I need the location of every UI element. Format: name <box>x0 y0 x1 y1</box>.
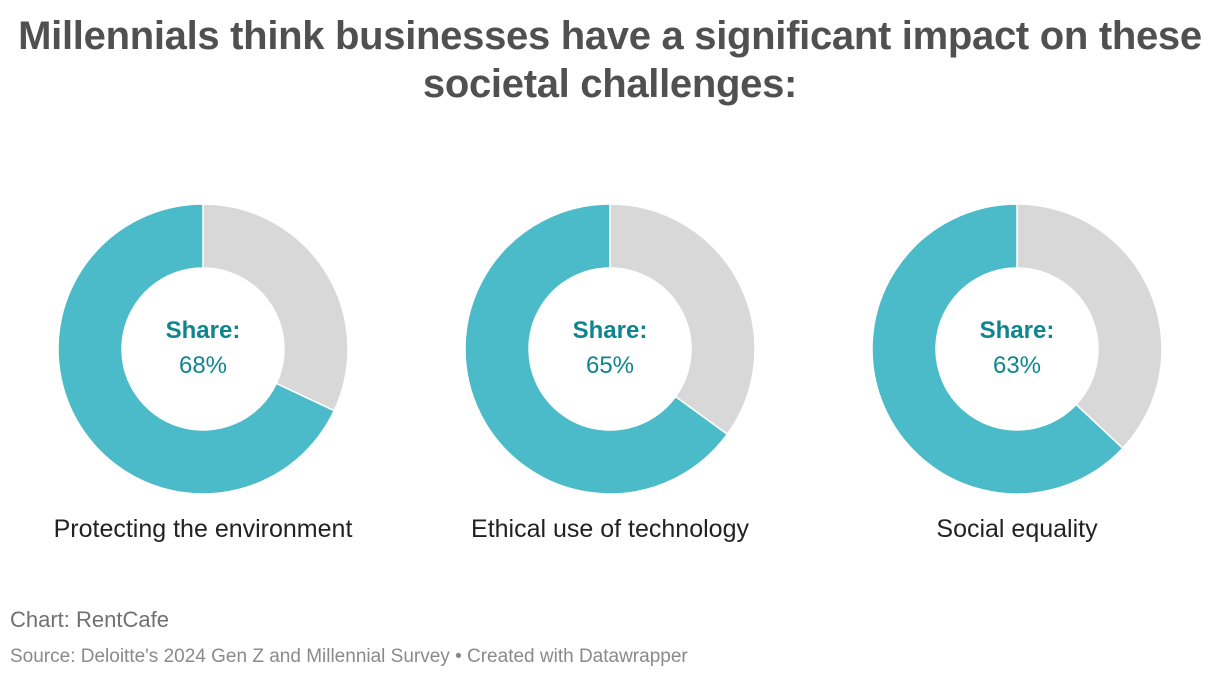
center-label-title: Share: <box>979 317 1055 344</box>
donut-svg-1 <box>464 203 756 495</box>
center-label-title: Share: <box>165 317 241 344</box>
donut-svg-0 <box>57 203 349 495</box>
center-label: Share: 65% <box>445 316 775 383</box>
center-label-value: 65% <box>585 352 635 379</box>
center-label-value: 68% <box>178 352 228 379</box>
slice-share <box>871 203 1124 495</box>
donut-svg-2 <box>871 203 1163 495</box>
donut-charts: Share: 68% Protecting the environment Sh… <box>0 200 1220 560</box>
center-label-value: 63% <box>992 352 1042 379</box>
center-label: Share: 68% <box>38 316 368 383</box>
center-label: Share: 63% <box>852 316 1182 383</box>
chart-source: Source: Deloitte's 2024 Gen Z and Millen… <box>10 646 688 667</box>
donut-ethical-technology: Share: 65% Ethical use of technology <box>445 200 775 560</box>
chart-title: Millennials think businesses have a sign… <box>18 14 1202 106</box>
category-label: Social equality <box>936 515 1098 543</box>
category-label: Protecting the environment <box>53 515 353 543</box>
slice-remainder <box>609 203 756 436</box>
slice-share <box>464 203 729 495</box>
slice-remainder <box>202 203 349 412</box>
category-label: Ethical use of technology <box>471 515 749 543</box>
chart-credit: Chart: RentCafe <box>10 607 169 632</box>
slice-remainder <box>1016 203 1163 450</box>
donut-protecting-environment: Share: 68% Protecting the environment <box>38 200 368 560</box>
donut-social-equality: Share: 63% Social equality <box>852 200 1182 560</box>
slice-share <box>57 203 336 495</box>
center-label-title: Share: <box>572 317 648 344</box>
